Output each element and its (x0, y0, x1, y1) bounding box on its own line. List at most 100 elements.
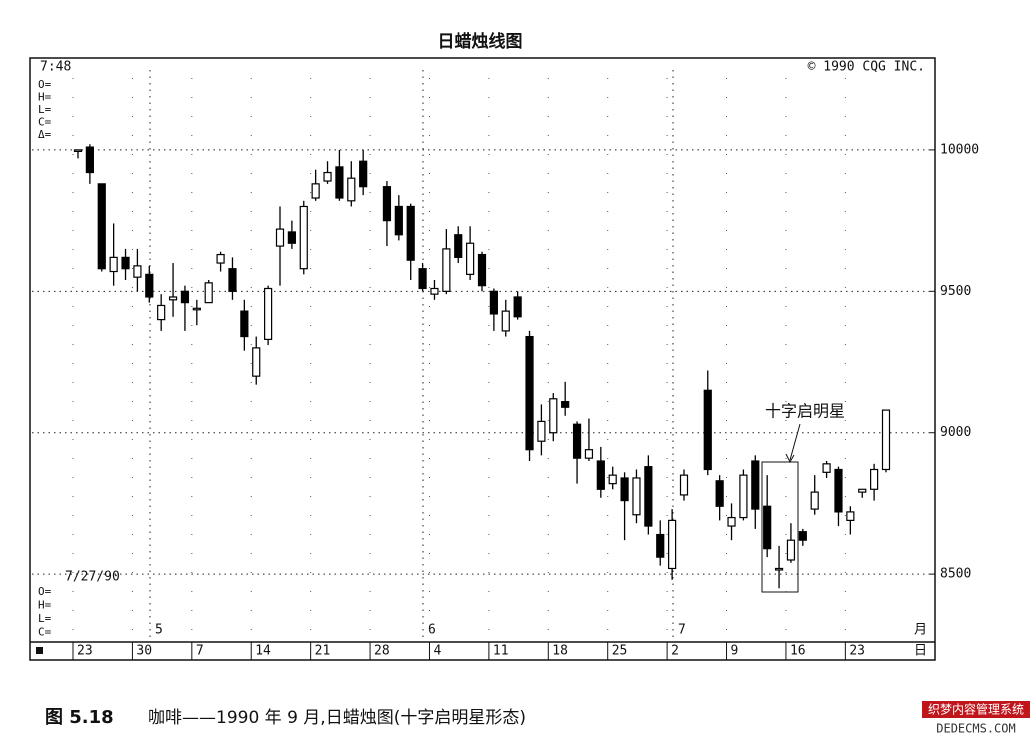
x-tick-label: 30 (136, 644, 152, 659)
candle-body (109, 256, 118, 273)
candle-body (240, 310, 249, 338)
candle-body (275, 228, 285, 247)
annotation-arrow (789, 423, 801, 461)
candle-body (572, 423, 582, 459)
candle-body (822, 463, 831, 473)
candle-body (774, 567, 784, 571)
candle-body (335, 166, 344, 199)
candle-body (359, 160, 368, 188)
candle-body (394, 205, 403, 236)
candle-body (73, 149, 83, 153)
field-label: H= (38, 599, 52, 612)
candle-body (323, 171, 332, 182)
candle-body (727, 516, 736, 527)
candle-body (786, 539, 796, 561)
field-label: O= (38, 585, 52, 598)
candle-body (501, 310, 510, 332)
x-tick-label: 25 (612, 644, 628, 659)
candle-body (513, 296, 522, 318)
x-tick-label: 2 (671, 644, 679, 659)
pattern-box (761, 461, 799, 593)
candle-body (454, 234, 463, 258)
field-label: L= (38, 103, 52, 116)
y-tick-label: 9000 (940, 425, 971, 440)
copyright: © 1990 CQG INC. (808, 60, 925, 75)
time-label: 7:48 (40, 60, 71, 75)
month-label: 7 (678, 623, 686, 638)
candle-body (596, 460, 605, 490)
candle-body (477, 253, 487, 287)
candle-body (228, 268, 237, 292)
x-tick-label: 28 (374, 644, 390, 659)
candle-body (668, 519, 677, 570)
field-label: Δ= (38, 128, 52, 141)
candle-body (870, 468, 879, 490)
candle-body (347, 177, 356, 202)
candle-body (406, 205, 415, 261)
caption-number: 图 5.18 (45, 707, 114, 728)
candle-body (442, 248, 451, 292)
candle-body (311, 183, 320, 199)
field-label: C= (38, 116, 52, 129)
candle-body (145, 273, 154, 298)
month-label: 5 (155, 623, 163, 638)
candle-body (537, 420, 546, 442)
candle-body (97, 183, 106, 270)
candle-body (121, 256, 130, 270)
candle-body (489, 290, 498, 315)
caption-text: 咖啡——1990 年 9 月,日蜡烛图(十字启明星形态) (148, 708, 526, 728)
field-label: L= (38, 612, 52, 625)
candle-body (608, 474, 617, 485)
watermark-bg (922, 701, 1030, 718)
watermark-line2: DEDECMS.COM (936, 722, 1015, 736)
candle-body (846, 511, 855, 521)
candle-body (466, 242, 475, 275)
candle-body (430, 287, 439, 295)
corner-square (36, 647, 43, 654)
x-tick-label: 9 (731, 644, 739, 659)
x-tick-label: 23 (849, 644, 865, 659)
arrow-head (785, 453, 795, 464)
candle-body (751, 460, 760, 510)
field-label: C= (38, 626, 52, 639)
x-tick-label: 4 (433, 644, 441, 659)
candle-body (204, 282, 213, 304)
candle-body (656, 533, 665, 558)
candle-body (133, 265, 142, 278)
candle-body (525, 335, 534, 451)
date-label: 7/27/90 (65, 570, 120, 585)
candle-body (798, 531, 807, 541)
candle-body (644, 466, 653, 527)
candle-body (810, 491, 819, 510)
field-label: O= (38, 78, 52, 91)
x-tick-label: 18 (552, 644, 568, 659)
candle-body (180, 290, 190, 304)
watermark-line1: 织梦内容管理系统 (928, 702, 1024, 717)
month-unit: 月 (914, 623, 927, 638)
candle-body (881, 409, 891, 471)
candle-body (703, 389, 712, 471)
chart-title: 日蜡烛线图 (438, 31, 523, 52)
candle-body (632, 477, 641, 516)
x-tick-label: 11 (493, 644, 509, 659)
candle-body (264, 287, 273, 340)
candle-body (561, 401, 570, 408)
candle-body (299, 205, 308, 270)
month-label: 6 (428, 623, 436, 638)
candle-body (834, 468, 843, 513)
candle-body (858, 488, 867, 493)
y-tick-label: 8500 (940, 567, 971, 582)
candle-body (715, 480, 724, 507)
candle-body (287, 231, 296, 244)
candle-body (252, 347, 261, 377)
candle-body (382, 186, 392, 222)
candle-body (85, 146, 94, 174)
x-tick-label: 23 (77, 644, 93, 659)
x-tick-label: 16 (790, 644, 806, 659)
candle-body (584, 449, 594, 459)
candle-body (739, 474, 748, 519)
candle-body (192, 307, 201, 311)
x-tick-label: 14 (255, 644, 271, 659)
